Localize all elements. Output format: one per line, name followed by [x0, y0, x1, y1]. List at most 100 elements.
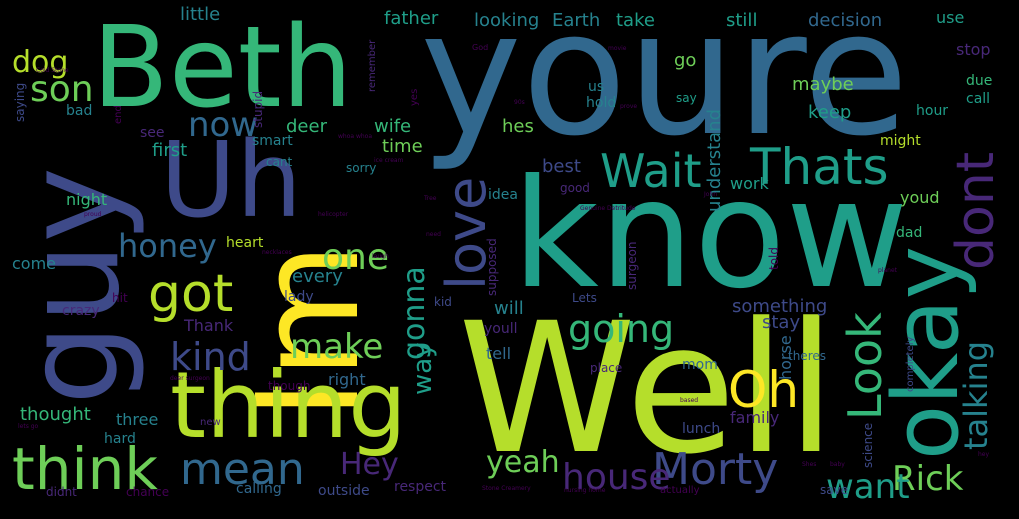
word-saying: saying: [13, 82, 27, 122]
word-remember: remember: [367, 39, 378, 92]
word-know: know: [512, 148, 909, 322]
word-due: due: [966, 73, 993, 89]
word-right: right: [328, 370, 366, 389]
word-baby: baby: [830, 461, 845, 468]
word-father: father: [384, 8, 439, 29]
word-go: go: [674, 50, 697, 71]
word-proud: proud: [84, 211, 102, 218]
word-honey: honey: [118, 227, 217, 265]
word-didnt: didnt: [46, 485, 77, 499]
word-earth: Earth: [552, 10, 601, 31]
word-hard: hard: [104, 431, 136, 447]
word-oh: Oh: [728, 361, 800, 419]
word-youd: youd: [900, 188, 940, 207]
word-might: might: [880, 133, 921, 149]
word-look: Look: [838, 312, 892, 420]
word-bad: bad: [66, 103, 93, 119]
word-well: Well: [458, 285, 837, 494]
word-cant: cant: [266, 155, 293, 169]
word-calling: calling: [236, 481, 282, 497]
word-got: got: [148, 264, 234, 324]
word-three: three: [116, 410, 159, 429]
word-heart: heart: [226, 235, 264, 251]
word-night: night: [66, 190, 108, 209]
word-new: new: [200, 417, 221, 428]
word-beth: Beth: [92, 3, 353, 133]
word-work: work: [730, 174, 769, 193]
word-thing: thing: [170, 352, 407, 459]
word-lunch: lunch: [682, 421, 721, 437]
word-one: one: [322, 237, 389, 278]
word-dont: dont: [946, 151, 1006, 270]
word-planet: planet: [878, 267, 897, 274]
word-uh: Uh: [160, 119, 303, 241]
word-take: take: [616, 10, 655, 31]
word-kid: kid: [434, 295, 452, 309]
word-family: family: [730, 408, 780, 427]
word-smart: smart: [252, 133, 293, 149]
word-theres: theres: [788, 349, 826, 363]
word-little: little: [180, 4, 221, 25]
word-thank: Thank: [184, 316, 234, 335]
word-keep: keep: [808, 102, 852, 123]
word-hold: hold: [586, 95, 617, 111]
word-coldstone: Cold Stone: [36, 67, 69, 74]
word-god: God: [472, 43, 489, 52]
word-hes: hes: [502, 116, 534, 137]
word-mom: mom: [682, 357, 718, 373]
word-think: think: [12, 435, 158, 503]
word-completely: completely: [905, 336, 916, 392]
word-maybe: maybe: [792, 74, 854, 95]
word-best: best: [542, 156, 581, 177]
word-yes: yes: [409, 88, 420, 106]
word-rick: Rick: [892, 459, 964, 499]
word-laugh: laugh: [372, 253, 389, 260]
word-looking: looking: [474, 10, 540, 31]
word-icecream: ice cream: [374, 157, 404, 164]
word-morty: Morty: [652, 444, 779, 495]
word-whoawhoa: whoa whoa: [338, 133, 373, 140]
word-now: now: [188, 105, 259, 145]
word-kind: kind: [170, 335, 251, 379]
word-yeah: yeah: [486, 445, 560, 480]
word-prove: prove: [620, 103, 638, 110]
word-want: want: [826, 467, 910, 507]
word-though: though: [268, 379, 311, 393]
word-use: use: [936, 8, 965, 27]
word-wife: wife: [374, 116, 412, 137]
word-stay: stay: [762, 312, 801, 333]
word-helicopter: helicopter: [318, 211, 349, 218]
word-decision: decision: [808, 10, 883, 31]
word-hour: hour: [916, 103, 949, 119]
word-tell: tell: [486, 344, 512, 363]
word-come: come: [12, 254, 57, 273]
word-still: still: [726, 10, 758, 31]
word-based: based: [680, 397, 699, 404]
word-surgeon: surgeon: [625, 241, 639, 290]
word-movie: movie: [608, 45, 627, 52]
word-make: make: [290, 327, 384, 367]
word-call: call: [966, 91, 991, 107]
word-crazy: crazy: [62, 303, 100, 319]
word-time: time: [382, 136, 423, 157]
word-shes: Shes: [802, 461, 817, 468]
word-dog: dog: [12, 45, 69, 80]
word-nursinghome: nursing home: [564, 487, 606, 494]
word-stupid: stupid: [251, 90, 265, 128]
word-letsgo: lets go: [18, 423, 39, 430]
word-stop: stop: [956, 40, 991, 59]
word-genuinedetritude: Genuine Detritude: [580, 205, 636, 212]
word-going: going: [568, 307, 675, 351]
word-son: son: [30, 69, 94, 110]
word-youll: youll: [484, 321, 518, 337]
word-tree: Tree: [424, 195, 437, 202]
word-talking: talking: [957, 340, 995, 450]
word-every: every: [292, 266, 343, 287]
word-lets: Lets: [572, 291, 597, 305]
word-supposed: supposed: [485, 238, 499, 296]
word-thats: Thats: [750, 138, 889, 196]
word-science: science: [861, 422, 875, 468]
word-need: need: [426, 231, 441, 238]
word-respect: respect: [394, 479, 447, 495]
